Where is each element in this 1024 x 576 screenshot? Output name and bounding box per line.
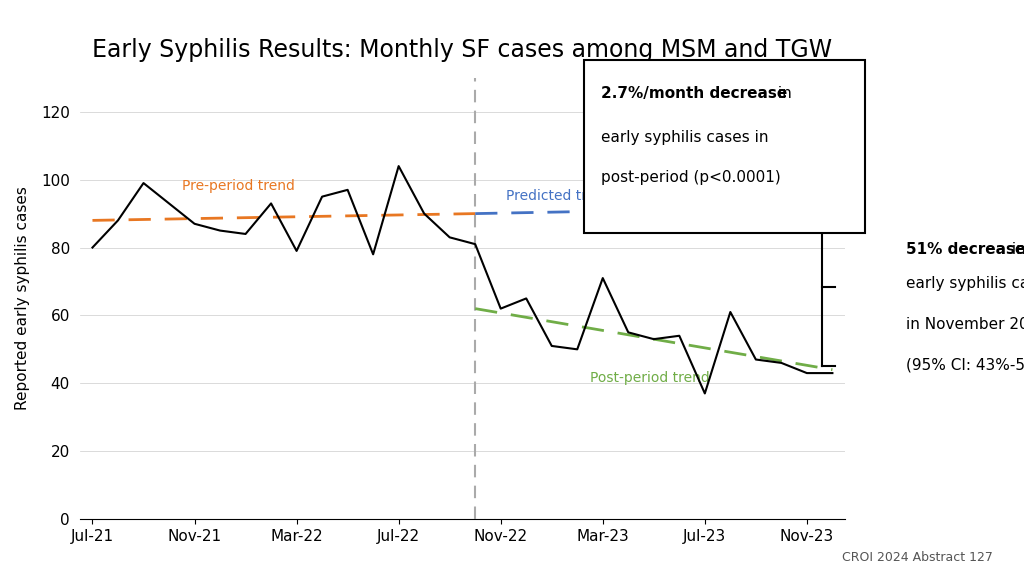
Text: in: in <box>1007 242 1024 257</box>
Title: Early Syphilis Results: Monthly SF cases among MSM and TGW: Early Syphilis Results: Monthly SF cases… <box>92 38 833 62</box>
Text: in: in <box>773 86 792 101</box>
Text: (95% CI: 43%-58%): (95% CI: 43%-58%) <box>906 357 1024 372</box>
Text: CROI 2024 Abstract 127: CROI 2024 Abstract 127 <box>843 551 993 564</box>
Text: Predicted trend: Predicted trend <box>506 190 612 203</box>
Text: early syphilis cases in: early syphilis cases in <box>601 130 769 145</box>
Text: in November 2023: in November 2023 <box>906 317 1024 332</box>
Text: post-period (p<0.0001): post-period (p<0.0001) <box>601 170 781 185</box>
Text: 51% decrease: 51% decrease <box>906 242 1024 257</box>
Y-axis label: Reported early syphilis cases: Reported early syphilis cases <box>15 187 30 410</box>
Text: Pre-period trend: Pre-period trend <box>182 179 295 193</box>
Text: Post-period trend: Post-period trend <box>590 372 710 385</box>
Text: early syphilis cases: early syphilis cases <box>906 276 1024 291</box>
Text: 2.7%/month decrease: 2.7%/month decrease <box>601 86 787 101</box>
